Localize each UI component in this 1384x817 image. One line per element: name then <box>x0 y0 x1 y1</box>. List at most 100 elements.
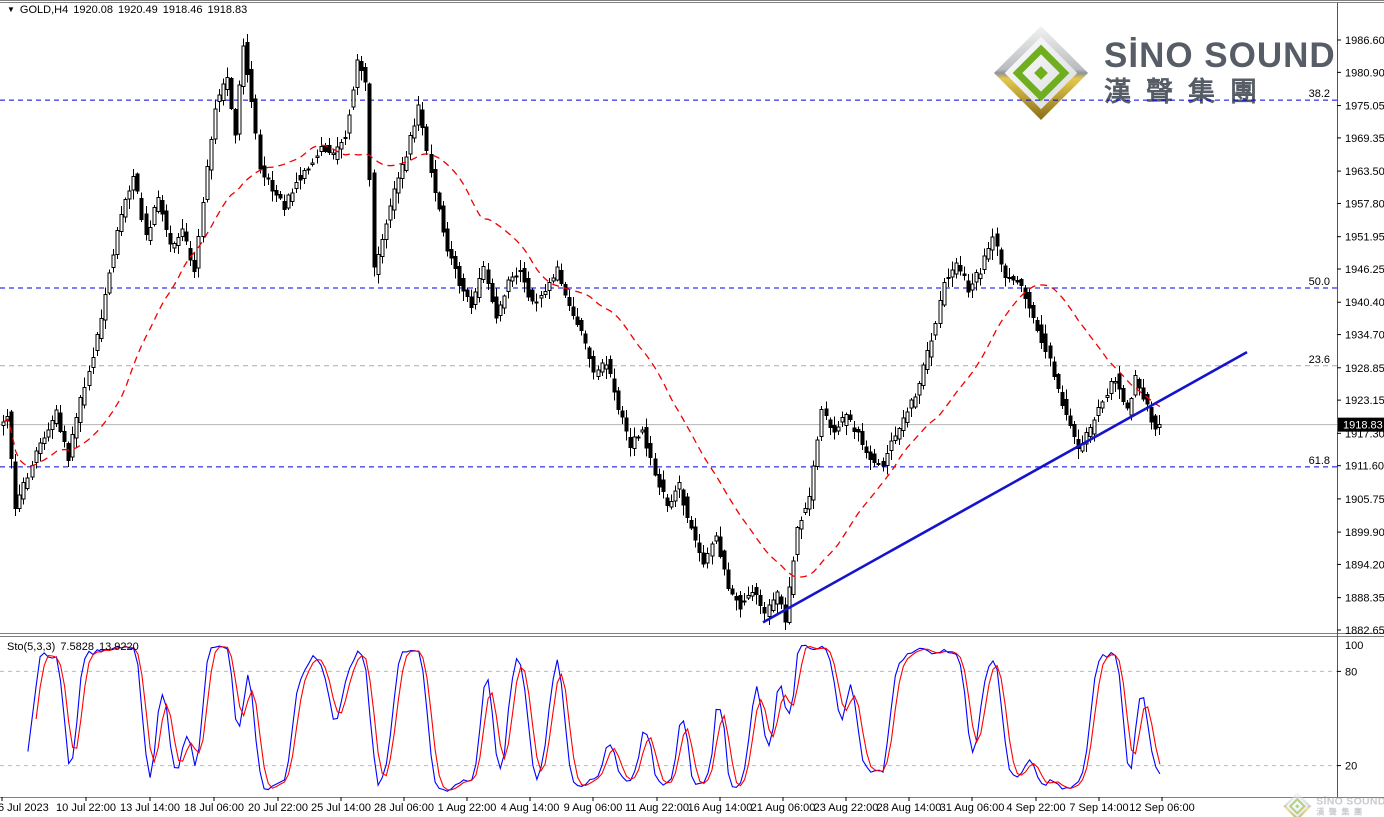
candle-body <box>526 277 531 298</box>
candle-body <box>241 45 246 88</box>
candle-body <box>571 306 576 317</box>
candle-body <box>1052 361 1057 377</box>
candle-body <box>889 440 894 452</box>
candle-body <box>258 134 263 170</box>
candle-body <box>1011 275 1016 281</box>
candle-body <box>74 416 79 439</box>
candle-body <box>815 439 820 467</box>
candle-body <box>604 364 609 370</box>
candle-body <box>514 275 519 278</box>
price-axis-label: 1986.60 <box>1345 35 1384 47</box>
candle-body <box>343 137 348 140</box>
price-axis-label: 1928.85 <box>1345 363 1384 375</box>
candle-body <box>404 156 409 172</box>
time-axis-label: 13 Jul 14:00 <box>120 802 180 814</box>
candle-body <box>245 42 250 76</box>
candle-body <box>58 412 63 432</box>
candle-body <box>530 289 535 302</box>
candle-body <box>127 190 132 200</box>
candle-body <box>897 428 902 440</box>
candle-body <box>783 604 788 623</box>
candle-body <box>306 168 311 171</box>
candle-body <box>331 152 336 155</box>
candle-body <box>616 390 621 410</box>
candle-body <box>852 427 857 433</box>
time-axis: 6 Jul 2023 10 Jul 22:00 13 Jul 14:00 18 Jul… <box>0 797 1195 814</box>
stochastic-panel: 100 80 20 <box>0 640 1363 792</box>
time-axis-label: 18 Jul 06:00 <box>184 802 244 814</box>
candle-body <box>213 108 218 140</box>
candle-body <box>954 262 959 275</box>
candle-body <box>302 170 307 179</box>
candle-body <box>986 247 991 260</box>
candle-body <box>1 421 6 427</box>
candle-body <box>848 414 853 421</box>
candle-body <box>70 434 75 458</box>
candle-body <box>620 410 625 418</box>
candle-body <box>661 479 666 492</box>
symbol-name: GOLD,H4 <box>19 4 69 16</box>
moving-average-line[interactable] <box>3 144 1161 578</box>
candle-body <box>600 362 605 373</box>
candle-body <box>384 223 389 241</box>
time-axis-label: 25 Jul 14:00 <box>311 802 371 814</box>
candle-body <box>266 177 271 180</box>
sto-signal-line <box>35 645 1161 791</box>
candle-body <box>591 355 596 373</box>
candle-body <box>111 254 116 269</box>
candle-body <box>392 188 397 211</box>
candle-body <box>673 490 678 502</box>
candle-body <box>803 508 808 513</box>
candle-body <box>942 282 947 306</box>
candle-body <box>139 197 144 220</box>
candle-body <box>437 192 442 210</box>
sto-axis-label: 80 <box>1345 666 1357 678</box>
candle-body <box>66 442 71 462</box>
candle-body <box>1100 401 1105 409</box>
time-axis-label: 7 Sep 14:00 <box>1069 802 1128 814</box>
candle-body <box>1129 398 1134 416</box>
price-axis-label: 1888.35 <box>1345 593 1384 605</box>
candle-body <box>449 249 454 259</box>
candle-body <box>824 408 829 416</box>
symbol-dropdown-icon[interactable]: ▼ <box>7 5 15 14</box>
candle-body <box>522 268 527 283</box>
candle-body <box>355 59 360 89</box>
candle-body <box>653 458 658 476</box>
price-axis-label: 1940.40 <box>1345 297 1384 309</box>
candle-body <box>819 408 824 437</box>
fib-retracement-lines: 38.2 50.0 23.6 61.8 <box>0 88 1337 468</box>
candle-body <box>1048 345 1053 359</box>
candle-body <box>828 419 833 428</box>
candle-body <box>396 177 401 194</box>
candle-body <box>657 474 662 488</box>
candle-body <box>596 369 601 377</box>
candle-body <box>1133 374 1138 396</box>
candle-body <box>420 109 425 128</box>
candle-body <box>42 437 47 445</box>
candle-body <box>640 429 645 433</box>
candle-body <box>758 595 763 606</box>
price-axis-label: 1923.15 <box>1345 395 1384 407</box>
candle-body <box>363 66 368 83</box>
candle-body <box>909 399 914 409</box>
trendline[interactable] <box>762 351 1248 624</box>
candle-body <box>87 371 92 386</box>
candle-body <box>217 94 222 103</box>
candle-body <box>99 317 104 339</box>
candle-body <box>294 181 299 190</box>
candle-body <box>103 293 108 321</box>
candle-body <box>795 527 800 555</box>
candle-body <box>771 599 776 611</box>
ohlc-open: 1920.08 <box>73 4 113 16</box>
candle-body <box>21 482 26 500</box>
candle-body <box>628 437 633 449</box>
candle-body <box>946 276 951 280</box>
candle-body <box>722 550 727 570</box>
candle-body <box>372 172 377 268</box>
candle-body <box>13 461 18 510</box>
candle-body <box>962 273 967 276</box>
candle-body <box>567 296 572 306</box>
